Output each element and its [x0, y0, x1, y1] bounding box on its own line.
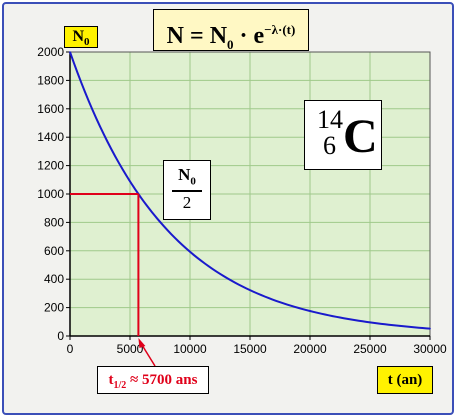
- y-tick-label: 1400: [37, 130, 64, 144]
- data-point: [369, 321, 371, 324]
- x-tick-label: 25000: [353, 342, 387, 356]
- fraction-bar: [172, 190, 202, 192]
- y-axis-label: N0: [64, 26, 98, 48]
- data-point: [69, 51, 71, 53]
- y-tick-label: 200: [44, 301, 64, 315]
- y-tick-label: 1000: [37, 187, 64, 201]
- decay-formula: N = N0 · e−λ·(t): [153, 9, 309, 52]
- data-point: [429, 327, 431, 330]
- data-point: [219, 273, 221, 275]
- fraction-numerator: N0: [178, 165, 196, 188]
- data-point: [249, 289, 251, 291]
- data-point: [99, 125, 101, 128]
- y-tick-label: 1200: [37, 159, 64, 173]
- x-tick-label: 10000: [173, 342, 207, 356]
- half-life-label: t1/2 ≈ 5700 ans: [97, 366, 209, 394]
- y-tick-label: 2000: [37, 45, 64, 59]
- isotope-symbol: C: [343, 110, 378, 163]
- y-tick-label: 1800: [37, 73, 64, 87]
- data-point: [129, 180, 131, 183]
- x-tick-label: 20000: [293, 342, 327, 356]
- data-point: [159, 221, 161, 223]
- half-quantity-label: N0 2: [163, 160, 211, 220]
- fraction-denominator: 2: [182, 193, 192, 212]
- x-tick-label: 30000: [413, 342, 447, 356]
- data-point: [189, 250, 191, 253]
- data-point: [279, 301, 281, 304]
- isotope-mass-number: 14: [317, 105, 343, 134]
- isotope-atomic-number: 6: [323, 131, 336, 160]
- decay-curve: [69, 51, 431, 330]
- x-tick-label: 15000: [233, 342, 267, 356]
- y-tick-label: 600: [44, 244, 64, 258]
- x-axis-label: t (an): [377, 366, 433, 394]
- data-point: [309, 310, 311, 312]
- y-tick-label: 0: [57, 329, 64, 343]
- data-point: [399, 325, 401, 327]
- y-tick-label: 1600: [37, 102, 64, 116]
- half-life-pointer-arrowhead: [138, 338, 146, 348]
- half-life-pointer: [140, 343, 156, 367]
- y-tick-label: 400: [44, 272, 64, 286]
- x-tick-label: 0: [67, 342, 74, 356]
- isotope-notation: 14 6 C: [304, 100, 382, 170]
- y-tick-label: 800: [44, 215, 64, 229]
- x-tick-label: 5000: [117, 342, 144, 356]
- data-point: [339, 316, 341, 319]
